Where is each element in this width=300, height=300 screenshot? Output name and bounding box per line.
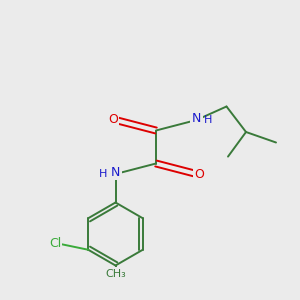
Text: N: N (192, 112, 201, 125)
Text: Cl: Cl (49, 237, 61, 250)
Text: H: H (204, 115, 213, 125)
Text: H: H (99, 169, 108, 179)
Text: O: O (194, 168, 204, 182)
Text: O: O (108, 112, 118, 126)
Text: CH₃: CH₃ (105, 268, 126, 279)
Text: N: N (111, 166, 120, 179)
